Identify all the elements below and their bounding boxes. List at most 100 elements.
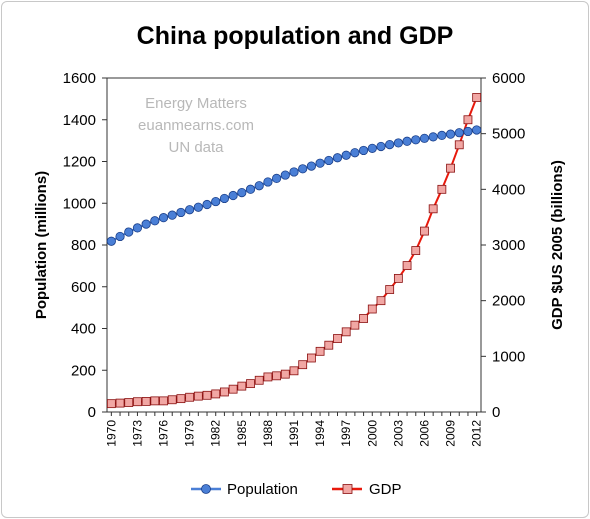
left-tick-label: 600: [71, 279, 96, 296]
right-tick-label: 3000: [492, 237, 525, 254]
gdp-point: [246, 379, 255, 389]
population-point: [411, 135, 421, 145]
population-point: [167, 210, 177, 220]
population-point: [358, 145, 369, 156]
gdp-point: [393, 273, 403, 283]
population-series: [106, 125, 482, 246]
gdp-point: [133, 397, 142, 407]
left-tick-label: 0: [88, 404, 96, 421]
x-tick-label: 2006: [417, 420, 431, 447]
gdp-point: [428, 204, 438, 214]
population-point: [115, 231, 125, 242]
population-point: [176, 207, 186, 218]
legend-population-marker: [201, 484, 211, 494]
population-point: [202, 199, 212, 210]
left-tick-label: 1400: [63, 112, 96, 129]
population-line: [110, 128, 477, 243]
legend-gdp-label: GDP: [369, 481, 402, 498]
population-point: [437, 130, 447, 141]
right-tick-label: 2000: [492, 293, 525, 310]
gdp-point: [367, 304, 377, 314]
x-tick-label: 1973: [130, 420, 144, 447]
population-point: [289, 167, 299, 177]
right-tick-label: 6000: [492, 70, 525, 87]
gdp-series: [106, 93, 482, 409]
population-point: [263, 177, 273, 187]
gdp-point: [446, 163, 455, 173]
gdp-point: [359, 314, 368, 323]
legend-gdp-marker: [342, 484, 353, 494]
population-point: [428, 132, 438, 142]
population-point: [454, 128, 464, 138]
gdp-point: [472, 93, 482, 102]
population-point: [245, 184, 256, 194]
population-point: [211, 196, 221, 207]
gdp-point: [228, 384, 238, 394]
right-tick-label: 1000: [492, 348, 525, 365]
gdp-point: [402, 261, 412, 270]
gdp-point: [437, 184, 447, 194]
gdp-point: [124, 398, 134, 407]
population-point: [106, 236, 116, 246]
watermark: Energy Matters euanmearns.com UN data: [138, 95, 254, 156]
gdp-point: [376, 296, 386, 306]
population-point: [306, 161, 316, 171]
gdp-point: [193, 391, 203, 401]
population-point: [385, 139, 395, 150]
population-point: [150, 216, 160, 226]
gdp-point: [324, 340, 334, 350]
population-point: [185, 205, 195, 215]
chart-title: China population and GDP: [136, 22, 454, 50]
population-point: [472, 125, 482, 135]
left-tick-label: 1600: [63, 70, 96, 87]
gdp-point: [202, 390, 212, 400]
population-point: [350, 148, 360, 158]
population-point: [280, 170, 290, 180]
left-tick-label: 400: [71, 321, 96, 338]
watermark-line: euanmearns.com: [138, 117, 254, 134]
population-point: [419, 133, 430, 143]
population-point: [158, 213, 169, 223]
gdp-point: [289, 366, 299, 376]
gdp-point: [454, 140, 464, 150]
gdp-point: [385, 285, 395, 294]
gdp-point: [411, 246, 421, 255]
legend-population-label: Population: [227, 481, 298, 498]
left-tick-label: 1000: [63, 195, 96, 212]
gdp-point: [176, 394, 186, 404]
x-tick-label: 1997: [339, 420, 353, 447]
gdp-point: [280, 369, 290, 379]
population-point: [324, 155, 334, 166]
x-tick-label: 2000: [365, 420, 379, 447]
gdp-point: [420, 226, 429, 236]
population-point: [228, 190, 238, 201]
population-point: [298, 164, 308, 174]
x-tick-label: 1970: [104, 420, 118, 447]
population-point: [141, 219, 151, 229]
population-point: [445, 129, 456, 139]
right-tick-label: 4000: [492, 181, 525, 198]
population-point: [332, 153, 343, 163]
gdp-point: [333, 334, 342, 343]
watermark-line: UN data: [168, 139, 224, 156]
watermark-line: Energy Matters: [145, 95, 247, 112]
left-tick-label: 1200: [63, 154, 96, 171]
population-point: [393, 138, 403, 148]
population-point: [124, 227, 134, 237]
gdp-point: [306, 353, 316, 363]
population-point: [219, 193, 230, 204]
population-point: [376, 141, 386, 152]
x-tick-label: 1988: [261, 420, 275, 447]
population-point: [272, 173, 282, 184]
gdp-point: [254, 375, 264, 385]
x-tick-label: 2009: [444, 420, 458, 447]
gdp-point: [341, 327, 351, 337]
x-tick-label: 1976: [157, 420, 171, 447]
population-point: [193, 202, 203, 212]
population-point: [315, 158, 325, 168]
right-axis-title: GDP $US 2005 (billions): [549, 160, 566, 330]
right-tick-label: 0: [492, 404, 500, 421]
population-point: [463, 126, 473, 137]
right-tick-label: 5000: [492, 126, 525, 143]
